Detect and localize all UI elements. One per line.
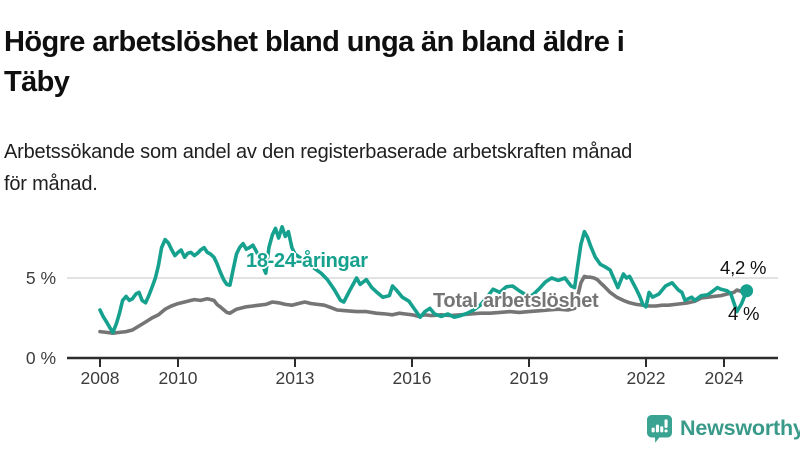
newsworthy-brand-text: Newsworthy xyxy=(680,416,800,440)
x-tick-label-2019: 2019 xyxy=(510,368,549,388)
newsworthy-logo-icon xyxy=(647,415,672,443)
x-tick-label-2010: 2010 xyxy=(159,368,198,388)
y-tick-label-5: 5 % xyxy=(26,268,56,288)
logo-bar-1 xyxy=(651,427,655,433)
logo-exclamation-stem xyxy=(664,419,668,428)
logo-exclamation-dot xyxy=(664,429,668,433)
logo-bar-2 xyxy=(655,424,659,433)
x-tick-label-2008: 2008 xyxy=(81,368,120,388)
x-tick-label-2013: 2013 xyxy=(276,368,315,388)
logo-bar-3 xyxy=(660,426,664,433)
series-line-18-24-ringar xyxy=(98,225,749,335)
x-tick-label-2022: 2022 xyxy=(627,368,666,388)
x-tick-label-2024: 2024 xyxy=(705,368,744,388)
x-tick-label-2016: 2016 xyxy=(393,368,432,388)
series-label-young: 18-24-åringar xyxy=(246,250,368,272)
logo-bubble-shape xyxy=(647,415,672,443)
chart-subtitle: Arbetssökande som andel av den registerb… xyxy=(4,141,633,196)
end-value-total: 4 % xyxy=(728,303,760,324)
latest-value-dot xyxy=(740,284,754,298)
page-title: Högre arbetslöshet bland unga än bland ä… xyxy=(4,26,625,99)
newsworthy-logo: Newsworthy xyxy=(646,414,800,443)
series-label-total: Total arbetslöshet xyxy=(433,290,599,312)
end-value-young: 4,2 % xyxy=(720,257,767,278)
series-line-total-arbetsl-shet xyxy=(98,274,749,336)
y-tick-label-0: 0 % xyxy=(26,348,56,368)
